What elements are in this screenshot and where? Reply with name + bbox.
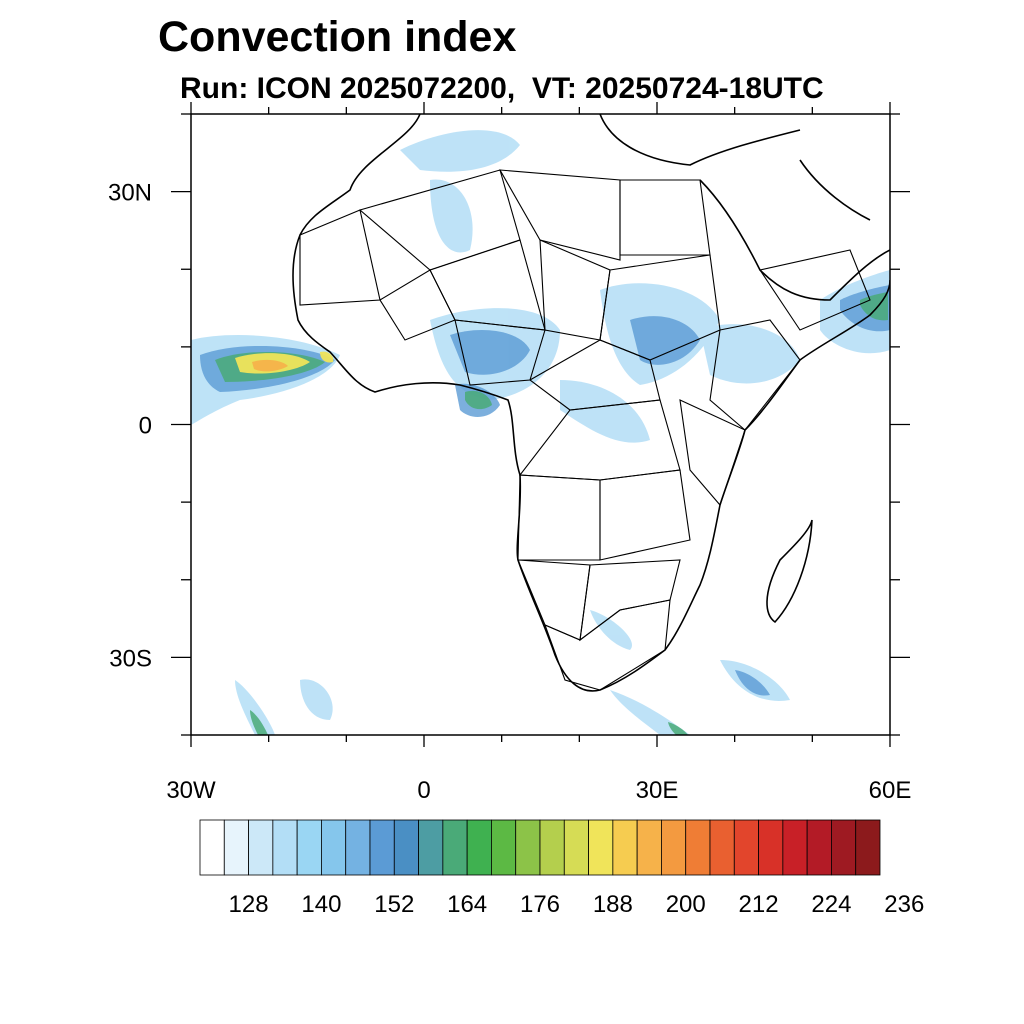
colorbar-swatch	[782, 819, 808, 876]
madagascar-coastline	[766, 519, 813, 624]
nigeria-convection-core	[450, 330, 530, 375]
colorbar-tick-label: 224	[811, 891, 851, 918]
colorbar-swatch	[466, 819, 492, 876]
colorbar-swatch	[296, 819, 322, 876]
colorbar-swatch	[248, 819, 274, 876]
colorbar-swatch	[831, 819, 857, 876]
axis-ticks	[171, 102, 910, 747]
red-sea-arabia-coastline	[699, 179, 890, 301]
map-frame	[190, 113, 891, 736]
colorbar-swatch	[539, 819, 565, 876]
colorbar-swatch	[806, 819, 832, 876]
colorbar-swatch	[588, 819, 614, 876]
colorbar-swatch	[515, 819, 541, 876]
southwest-convection-intense	[250, 710, 268, 735]
chart-subtitle: Run: ICON 2025072200, VT: 20250724-18UTC	[180, 72, 824, 105]
colorbar-tick-label: 188	[593, 891, 633, 918]
northafrica-convection-area	[400, 130, 520, 172]
sahara-convection-area	[430, 179, 473, 253]
arabian-sea-convection-intense	[860, 292, 888, 321]
country-borders	[299, 169, 871, 691]
colorbar-swatch	[345, 819, 371, 876]
border-car	[529, 339, 661, 411]
madagascar-convection-core	[735, 670, 770, 696]
border-botswana-zimbabwe	[579, 559, 681, 642]
y-tick-label: 0	[139, 413, 152, 440]
colorbar-tick-label: 128	[229, 891, 269, 918]
border-angola	[517, 474, 601, 561]
colorbar-swatch	[418, 819, 444, 876]
southeast-convection-intense	[668, 722, 688, 735]
colorbar-swatch	[223, 819, 249, 876]
colorbar-swatch	[393, 819, 419, 876]
ethiopia-convection-area	[700, 324, 800, 384]
x-tick-label: 0	[417, 777, 430, 804]
colorbar-swatch	[369, 819, 395, 876]
x-tick-label: 60E	[869, 777, 912, 804]
convection-field	[191, 130, 890, 735]
colorbar-tick-label: 164	[447, 891, 487, 918]
border-south-africa	[544, 599, 671, 691]
guinea-coast-convection-peak	[320, 351, 334, 363]
colorbar	[199, 819, 881, 876]
colorbar-swatch	[199, 819, 225, 876]
southatlantic-convection-area	[300, 679, 333, 720]
colorbar-swatch	[491, 819, 517, 876]
border-mauritania	[299, 209, 381, 306]
border-namibia	[517, 559, 591, 641]
border-sudan	[599, 254, 721, 361]
colorbar-swatch	[636, 819, 662, 876]
border-saudi-arabia	[759, 249, 871, 331]
congo-convection-area	[560, 380, 650, 443]
chart-title: Convection index	[158, 13, 517, 61]
southwest-convection-area	[235, 680, 275, 735]
persian-gulf-coastline	[799, 159, 871, 221]
sudan-convection-core	[630, 316, 700, 365]
colorbar-swatch	[685, 819, 711, 876]
colorbar-swatch	[563, 819, 589, 876]
southafrica-convection-area	[590, 610, 632, 650]
colorbar-swatch	[709, 819, 735, 876]
y-tick-label: 30S	[109, 645, 152, 672]
colorbar-tick-label: 212	[739, 891, 779, 918]
border-ethiopia	[709, 319, 801, 431]
colorbar-swatch	[661, 819, 687, 876]
atlantic-convection-max	[252, 359, 288, 372]
colorbar-tick-label: 176	[520, 891, 560, 918]
mediterranean-coastline	[599, 114, 801, 166]
colorbar-swatch	[272, 819, 298, 876]
colorbar-tick-label: 236	[884, 891, 924, 918]
colorbar-tick-label: 152	[374, 891, 414, 918]
colorbar-swatch	[442, 819, 468, 876]
colorbar-swatch	[321, 819, 347, 876]
border-libya	[499, 169, 621, 261]
colorbar-labels: 128 140 152 164 176 188 200 212 224 236	[229, 891, 925, 918]
x-tick-label: 30W	[166, 777, 216, 804]
colorbar-swatch	[612, 819, 638, 876]
x-axis-labels: 30W 0 30E 60E	[166, 777, 911, 804]
y-tick-label: 30N	[108, 180, 152, 207]
border-egypt	[619, 179, 711, 256]
colorbar-tick-label: 200	[666, 891, 706, 918]
x-tick-label: 30E	[636, 777, 679, 804]
colorbar-tick-label: 140	[301, 891, 341, 918]
colorbar-swatch	[733, 819, 759, 876]
gulf-guinea-convection-intense	[465, 390, 492, 410]
y-axis-labels: 30N 0 30S	[108, 180, 152, 673]
border-kenya	[679, 399, 746, 507]
colorbar-swatch	[758, 819, 784, 876]
border-tanzania-zambia	[599, 469, 691, 561]
colorbar-swatch	[855, 819, 881, 876]
